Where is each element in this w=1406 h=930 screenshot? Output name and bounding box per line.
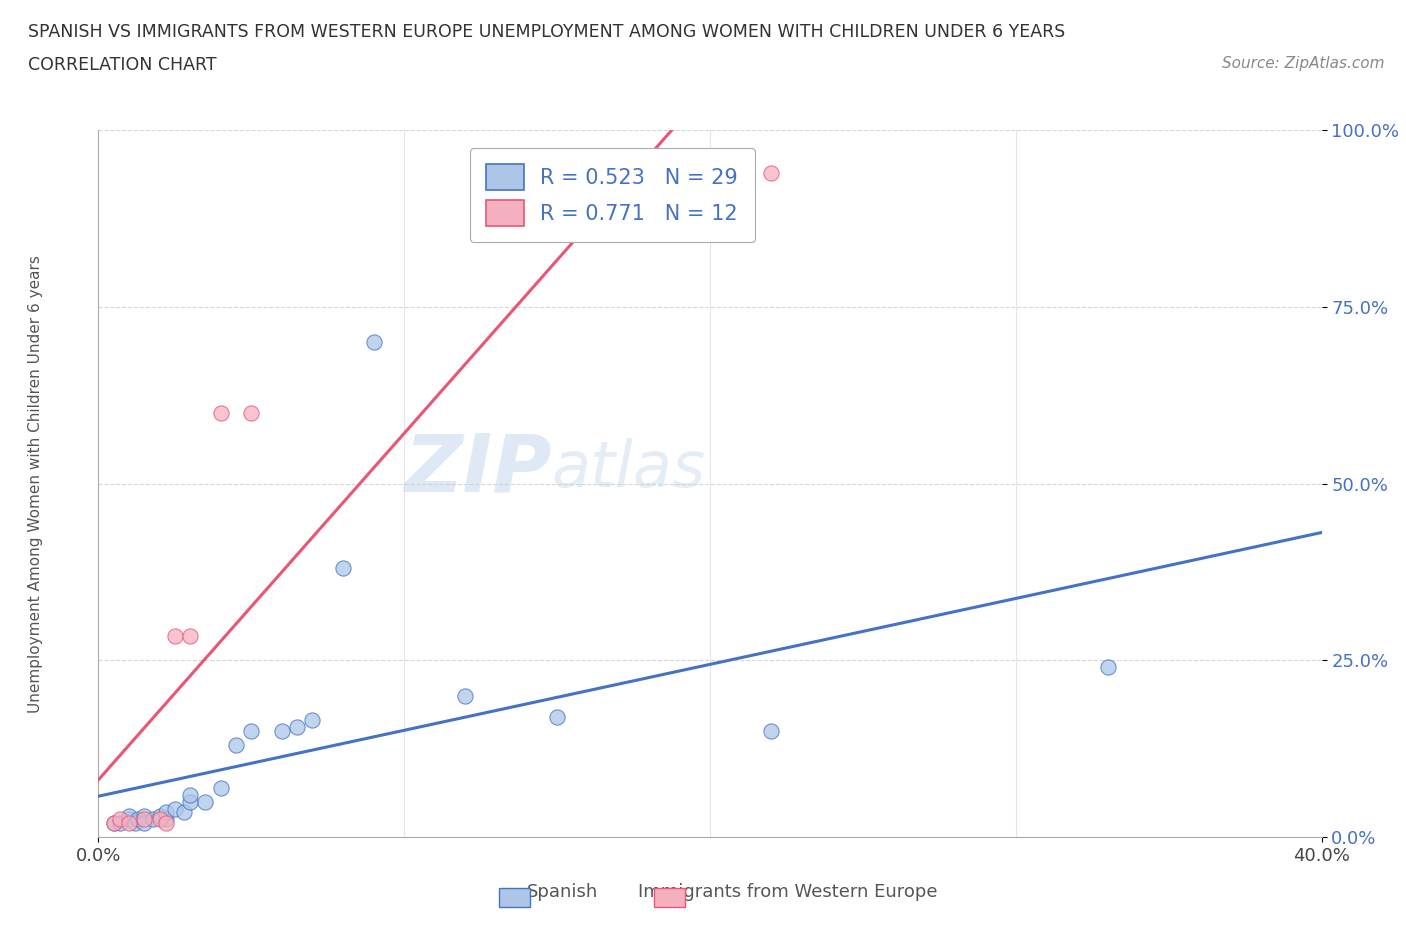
Point	[118, 808, 141, 823]
Point	[332, 561, 354, 576]
Point	[363, 335, 385, 350]
Point	[103, 816, 125, 830]
Text: Unemployment Among Women with Children Under 6 years: Unemployment Among Women with Children U…	[28, 255, 42, 712]
Text: atlas: atlas	[551, 438, 706, 500]
Point	[179, 628, 201, 643]
Point	[179, 787, 201, 802]
Point	[103, 816, 125, 830]
Point	[240, 724, 263, 738]
Point	[108, 812, 131, 827]
Point	[546, 710, 568, 724]
Point	[134, 808, 156, 823]
Point	[759, 166, 782, 180]
Text: SPANISH VS IMMIGRANTS FROM WESTERN EUROPE UNEMPLOYMENT AMONG WOMEN WITH CHILDREN: SPANISH VS IMMIGRANTS FROM WESTERN EUROP…	[28, 23, 1066, 41]
Legend: R = 0.523   N = 29, R = 0.771   N = 12: R = 0.523 N = 29, R = 0.771 N = 12	[470, 148, 755, 243]
Point	[134, 816, 156, 830]
Point	[149, 808, 172, 823]
Point	[142, 812, 165, 827]
Point	[209, 405, 232, 420]
Text: CORRELATION CHART: CORRELATION CHART	[28, 56, 217, 73]
Point	[155, 816, 177, 830]
Text: Source: ZipAtlas.com: Source: ZipAtlas.com	[1222, 56, 1385, 71]
Point	[1097, 660, 1119, 675]
Point	[118, 816, 141, 830]
Point	[163, 628, 186, 643]
Point	[155, 804, 177, 819]
Point	[155, 812, 177, 827]
Point	[163, 802, 186, 817]
Point	[173, 804, 195, 819]
Point	[124, 816, 146, 830]
Point	[179, 794, 201, 809]
Point	[134, 812, 156, 827]
Point	[270, 724, 292, 738]
Point	[454, 688, 477, 703]
Point	[127, 812, 149, 827]
Point	[759, 724, 782, 738]
Point	[194, 794, 217, 809]
Point	[301, 713, 323, 728]
Text: ZIP: ZIP	[404, 431, 551, 509]
Text: Immigrants from Western Europe: Immigrants from Western Europe	[637, 884, 938, 901]
Point	[240, 405, 263, 420]
Point	[149, 812, 172, 827]
Point	[118, 812, 141, 827]
Text: Spanish: Spanish	[527, 884, 598, 901]
Point	[485, 166, 508, 180]
Point	[225, 737, 247, 752]
Point	[108, 816, 131, 830]
Point	[285, 720, 308, 735]
Point	[209, 780, 232, 795]
